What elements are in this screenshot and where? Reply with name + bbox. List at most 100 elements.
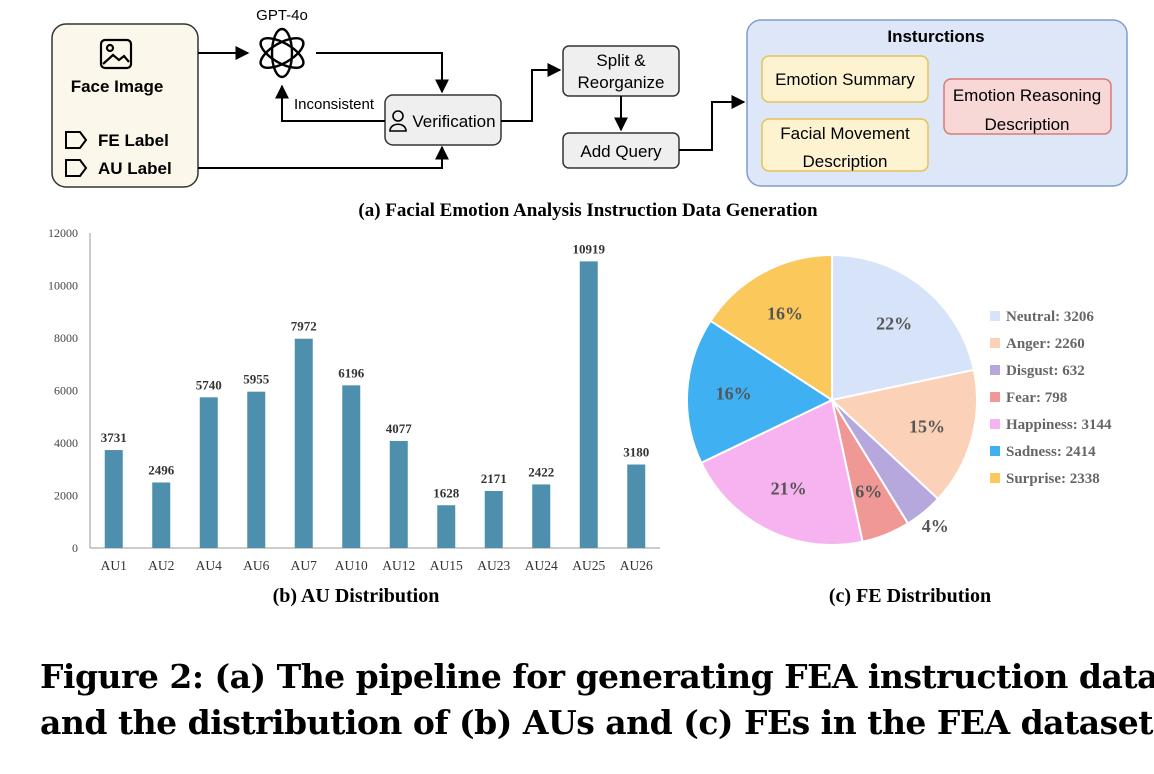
y-tick-label: 12000	[48, 226, 78, 240]
split-line2: Reorganize	[578, 73, 665, 92]
x-tick-label: AU4	[196, 558, 222, 573]
x-tick-label: AU25	[572, 558, 605, 573]
bar-chart-title: (b) AU Distribution	[273, 585, 440, 607]
pie-percent-label: 16%	[767, 303, 803, 323]
bar-value-label: 2496	[148, 462, 175, 477]
bar	[199, 397, 218, 548]
face-image-label: Face Image	[71, 77, 164, 96]
bar	[389, 440, 408, 548]
bar-value-label: 3731	[101, 430, 127, 445]
x-tick-label: AU1	[101, 558, 127, 573]
bar	[104, 450, 123, 548]
pie-percent-label: 21%	[771, 479, 807, 499]
bar	[342, 385, 361, 548]
bar	[579, 261, 598, 548]
x-tick-label: AU26	[620, 558, 653, 573]
legend-entry: Disgust: 632	[1006, 363, 1085, 379]
add-query-label: Add Query	[580, 142, 662, 161]
bar-value-label: 2171	[481, 471, 507, 486]
figure-caption: Figure 2: (a) The pipeline for generatin…	[40, 654, 1154, 746]
x-tick-label: AU12	[382, 558, 415, 573]
legend-entry: Sadness: 2414	[1006, 444, 1096, 460]
split-line1: Split &	[596, 51, 646, 70]
instructions-title: Insturctions	[887, 27, 984, 46]
bar	[152, 482, 171, 548]
pipeline-diagram: Face Image FE Label AU Label GPT-4o Veri…	[51, 7, 1128, 221]
bar-value-label: 3180	[623, 445, 649, 460]
x-tick-label: AU7	[291, 558, 317, 573]
legend-entry: Fear: 798	[1006, 390, 1067, 406]
legend-swatch	[990, 473, 1000, 483]
legend-entry: Surprise: 2338	[1006, 471, 1100, 487]
pie-percent-label: 6%	[855, 481, 882, 501]
legend-entry: Happiness: 3144	[1006, 417, 1112, 433]
au-distribution-chart: 0 2000 4000 6000 8000 10000 12000 3731 AU1 2496 AU…	[48, 226, 660, 607]
verification-label: Verification	[412, 112, 495, 131]
pie-slice	[699, 398, 864, 546]
facial-movement-box	[761, 118, 929, 172]
fe-label-text: FE Label	[98, 131, 169, 150]
legend-swatch	[990, 338, 1000, 348]
pie-slice	[709, 253, 833, 402]
x-tick-label: AU2	[148, 558, 174, 573]
tag-icon	[65, 131, 88, 177]
pie-slice	[829, 368, 978, 501]
legend-swatch	[990, 365, 1000, 375]
pie-percent-label: 16%	[716, 384, 752, 404]
gpt-label: GPT-4o	[256, 7, 308, 24]
y-tick-label: 8000	[54, 331, 78, 345]
x-tick-label: AU23	[477, 558, 510, 573]
legend-entry: Neutral: 3206	[1006, 309, 1094, 325]
bar	[294, 338, 313, 548]
facial-movement-line1: Facial Movement	[780, 124, 910, 143]
bar	[627, 464, 646, 548]
emotion-summary-label: Emotion Summary	[775, 70, 915, 89]
x-tick-label: AU6	[243, 558, 269, 573]
y-tick-label: 2000	[54, 489, 78, 503]
pie-chart-title: (c) FE Distribution	[829, 585, 991, 607]
emotion-reasoning-box	[943, 78, 1112, 135]
legend-swatch	[990, 311, 1000, 321]
pie-percent-label: 15%	[909, 416, 945, 436]
y-tick-label: 6000	[54, 384, 78, 398]
bar-value-label: 2422	[528, 464, 554, 479]
bar	[532, 484, 551, 548]
emotion-reasoning-line2: Description	[984, 115, 1069, 134]
pie-slice	[831, 253, 976, 402]
y-tick-label: 10000	[48, 279, 78, 293]
pie-percent-label: 22%	[876, 313, 912, 333]
x-tick-label: AU10	[335, 558, 368, 573]
openai-logo-icon	[259, 27, 305, 79]
bar-value-label: 7972	[291, 319, 317, 334]
y-tick-label: 4000	[54, 436, 78, 450]
bar-value-label: 4077	[386, 421, 413, 436]
au-label-text: AU Label	[98, 159, 172, 178]
legend-swatch	[990, 446, 1000, 456]
facial-movement-line2: Description	[802, 152, 887, 171]
bar-value-label: 10919	[573, 241, 606, 256]
bar	[484, 491, 503, 548]
x-tick-label: AU15	[430, 558, 463, 573]
y-tick-label: 0	[72, 541, 78, 555]
bar-value-label: 5740	[196, 377, 222, 392]
bar-value-label: 1628	[433, 485, 460, 500]
legend-swatch	[990, 392, 1000, 402]
caption-line-1: Figure 2: (a) The pipeline for generatin…	[40, 657, 1154, 696]
image-icon	[99, 38, 133, 70]
user-icon	[389, 110, 407, 132]
legend-swatch	[990, 419, 1000, 429]
pipeline-title: (a) Facial Emotion Analysis Instruction …	[358, 200, 818, 221]
pie-slice	[686, 319, 835, 465]
legend-entry: Anger: 2260	[1006, 336, 1085, 352]
bar-value-label: 5955	[243, 372, 270, 387]
pie-percent-label: 4%	[922, 516, 949, 536]
face-image-box	[51, 23, 199, 188]
fe-distribution-chart: 22% 15% 4% 6% 21% 16% 16% Neutral: 3206 Anger: 2…	[686, 253, 1112, 607]
caption-line-2: and the distribution of (b) AUs and (c) …	[40, 703, 1154, 742]
x-tick-label: AU24	[525, 558, 558, 573]
emotion-summary-box	[761, 55, 929, 103]
bar	[247, 391, 266, 548]
inconsistent-label: Inconsistent	[294, 96, 375, 113]
emotion-reasoning-line1: Emotion Reasoning	[953, 86, 1101, 105]
bar-value-label: 6196	[338, 365, 365, 380]
